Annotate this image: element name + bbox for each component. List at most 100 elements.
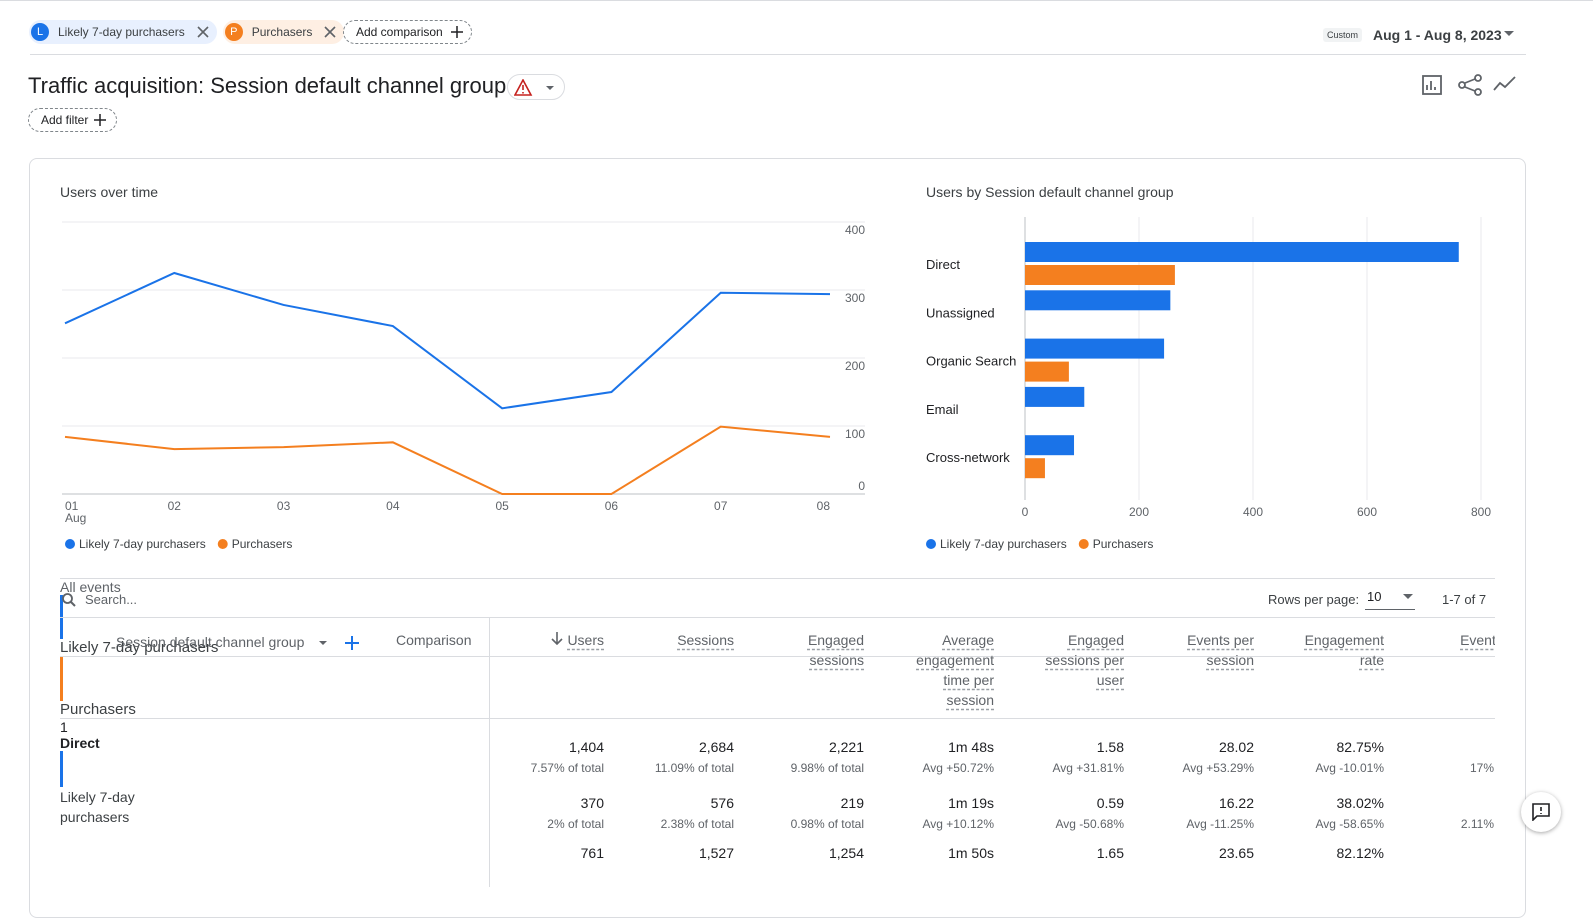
- chip-label: Purchasers: [251, 25, 313, 39]
- data-table: Search... Rows per page: 10 1-7 of 7 Ses…: [60, 578, 1495, 887]
- column-header-label: Engagement rate: [1304, 632, 1384, 668]
- chart-title: Users by Session default channel group: [926, 184, 1174, 200]
- x-tick-label: 02: [168, 499, 182, 513]
- column-header[interactable]: Average engagement time per session: [904, 630, 994, 710]
- search-input[interactable]: Search...: [85, 592, 138, 607]
- legend-label: Purchasers: [1093, 537, 1154, 551]
- cell-value: 761: [580, 845, 604, 861]
- cell-value: 1,254: [828, 845, 864, 861]
- row-label: Likely 7-day purchasers: [60, 639, 219, 656]
- column-header[interactable]: Users: [514, 630, 604, 650]
- column-header-sublabel: All events: [60, 579, 121, 595]
- column-header[interactable]: Events per session: [1164, 630, 1254, 670]
- date-preset[interactable]: Custom: [1323, 28, 1363, 42]
- bar: [1025, 361, 1069, 382]
- column-header[interactable]: Engaged sessions: [774, 630, 864, 670]
- comparison-chip[interactable]: L Likely 7-day purchasers: [29, 20, 217, 44]
- date-dropdown-icon[interactable]: [1503, 30, 1515, 38]
- y-tick-label: Unassigned: [926, 305, 995, 320]
- bar: [1025, 386, 1085, 407]
- chip-initial: L: [31, 23, 49, 41]
- cell-value: 28.02: [1218, 739, 1254, 755]
- legend-label: Likely 7-day purchasers: [940, 537, 1067, 551]
- x-tick-label: 01: [65, 499, 79, 513]
- x-tick-label: 07: [714, 499, 728, 513]
- add-comparison-button[interactable]: Add comparison: [343, 20, 472, 44]
- legend-label: Likely 7-day purchasers: [79, 537, 206, 551]
- feedback-button[interactable]: [1521, 792, 1561, 832]
- x-tick-label: 800: [1471, 505, 1491, 519]
- y-tick-label: Organic Search: [926, 354, 1016, 369]
- cell-value: 1,404: [568, 739, 604, 755]
- column-header[interactable]: Sessions: [644, 630, 734, 650]
- cell-value: 38.02%: [1336, 795, 1384, 811]
- toolbar-icons[interactable]: [1420, 72, 1520, 98]
- cell-value: 1m 19s: [948, 795, 994, 811]
- column-header-label: Average engagement time per session: [916, 632, 994, 708]
- bar: [1025, 290, 1171, 311]
- x-tick-label: 200: [1129, 505, 1149, 519]
- x-tick-label: 04: [386, 499, 400, 513]
- legend-label: Purchasers: [232, 537, 293, 551]
- legend-marker: [217, 539, 228, 549]
- column-header-label: Engaged sessions per user: [1045, 632, 1124, 688]
- dimension-header[interactable]: Session default channel group: [116, 634, 305, 650]
- dimension-header-icons[interactable]: [318, 635, 362, 651]
- cell-subvalue: Avg -10.01%: [1315, 761, 1385, 775]
- cell-subvalue: 17%: [1469, 761, 1494, 775]
- comparison-color-bar: [60, 751, 63, 787]
- remove-icon[interactable]: [197, 26, 209, 38]
- cell-subvalue: 11.09% of total: [654, 761, 734, 775]
- pagination: 1-7 of 7: [1442, 592, 1487, 607]
- dropdown-icon: [1403, 594, 1413, 599]
- date-range[interactable]: Aug 1 - Aug 8, 2023: [1373, 27, 1502, 43]
- y-tick-label: 100: [845, 427, 865, 441]
- column-header[interactable]: Engaged sessions per user: [1034, 630, 1124, 690]
- bar: [1025, 458, 1045, 479]
- cell-subvalue: Avg +53.29%: [1182, 761, 1254, 775]
- add-filter-button[interactable]: Add filter: [28, 108, 118, 132]
- feedback-icon: [1532, 803, 1550, 821]
- chip-initial: P: [224, 23, 243, 41]
- cell-subvalue: 9.98% of total: [790, 761, 864, 775]
- column-header-label: Sessions: [677, 632, 734, 648]
- cell-value: 82.12%: [1336, 845, 1384, 861]
- column-header[interactable]: Event count: [1444, 630, 1495, 650]
- cell-value: 82.75%: [1336, 739, 1384, 755]
- y-tick-label: 300: [845, 291, 865, 305]
- rows-per-page-value: 10: [1367, 589, 1382, 604]
- remove-icon[interactable]: [324, 26, 337, 38]
- bar: [1025, 338, 1165, 359]
- cell-subvalue: Avg -50.68%: [1055, 817, 1125, 831]
- comparison-label: Likely 7-day purchasers: [60, 789, 135, 825]
- comparison-chip[interactable]: P Purchasers: [222, 20, 345, 44]
- cell-value: 23.65: [1218, 845, 1254, 861]
- rows-per-page-label: Rows per page:: [1268, 592, 1360, 607]
- row-color-bar: [60, 657, 63, 701]
- column-header-label: Users: [567, 632, 604, 648]
- column-header-label: Engaged sessions: [807, 632, 864, 668]
- cell-value: 2,221: [828, 739, 864, 755]
- sort-icon: [551, 632, 564, 646]
- y-tick-label: Email: [926, 402, 959, 417]
- cell-value: 1m 48s: [948, 739, 994, 755]
- plus-icon: [94, 114, 107, 126]
- x-tick-label: 05: [495, 499, 509, 513]
- y-tick-label: 400: [845, 223, 865, 237]
- column-header[interactable]: Engagement rate: [1294, 630, 1384, 670]
- cell-subvalue: 2.11%: [1460, 817, 1494, 831]
- cell-subvalue: 0.98% of total: [790, 817, 864, 831]
- cell-subvalue: Avg +31.81%: [1052, 761, 1124, 775]
- legend-marker: [1078, 539, 1089, 549]
- rows-per-page-select[interactable]: 10: [1365, 587, 1415, 610]
- report-title: Traffic acquisition: Session default cha…: [28, 73, 507, 98]
- y-tick-label: 0: [858, 479, 865, 493]
- line-series: [64, 425, 831, 495]
- x-tick-label: 03: [277, 499, 291, 513]
- cell-subvalue: Avg -58.65%: [1315, 817, 1385, 831]
- legend-marker: [65, 539, 75, 549]
- legend-marker: [926, 539, 936, 549]
- title-status-button[interactable]: [507, 74, 565, 100]
- cell-subvalue: 2% of total: [547, 817, 604, 831]
